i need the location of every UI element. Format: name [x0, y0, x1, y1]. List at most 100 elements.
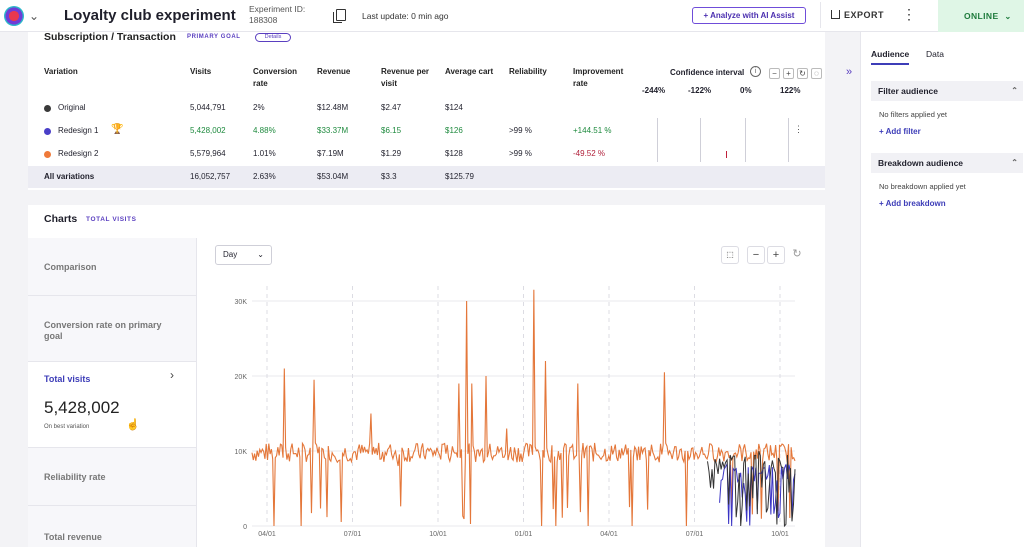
export-button[interactable]: EXPORT	[820, 2, 896, 28]
col-conversion[interactable]: Conversion rate	[253, 67, 298, 88]
col-revenue[interactable]: Revenue	[317, 67, 351, 76]
ci-tick: 0%	[740, 86, 752, 95]
conversion-cell: 2.63%	[253, 172, 276, 181]
y-tick-label: 20K	[235, 374, 248, 381]
zoom-out-icon[interactable]: −	[747, 246, 765, 264]
rpv-cell: $1.29	[381, 149, 402, 158]
improvement-cell: -49.52 %	[573, 149, 606, 158]
metric-list: Comparison Conversion rate on primary go…	[28, 238, 196, 547]
export-icon	[831, 10, 840, 19]
zoom-out-icon[interactable]: −	[769, 68, 780, 79]
zoom-in-icon[interactable]: +	[767, 246, 785, 264]
y-tick-label: 0	[243, 524, 247, 531]
conversion-cell: 2%	[253, 103, 265, 112]
metric-comparison[interactable]: Comparison	[28, 238, 196, 296]
add-filter-link[interactable]: + Add filter	[879, 127, 921, 136]
x-tick-label: 01/01	[515, 531, 533, 538]
metric-value: 5,428,002	[44, 398, 120, 417]
visits-cell: 5,579,964	[190, 149, 226, 158]
primary-goal-tag: PRIMARY GOAL	[187, 34, 241, 40]
cart-cell: $125.79	[445, 172, 474, 181]
reset-icon[interactable]: ↻	[797, 68, 808, 79]
col-average-cart[interactable]: Average cart	[445, 67, 494, 76]
x-tick-label: 10/01	[429, 531, 447, 538]
revenue-cell: $33.37M	[317, 126, 349, 135]
page-title: Loyalty club experiment	[64, 7, 236, 24]
app-logo-icon[interactable]	[4, 6, 24, 26]
cart-cell: $124	[445, 103, 463, 112]
details-pill[interactable]: Details	[255, 33, 291, 42]
series-line-redesign-2	[251, 289, 796, 527]
granularity-select[interactable]: Day ⌄	[215, 245, 272, 265]
variation-name: Redesign 2	[58, 149, 99, 158]
col-confidence-interval: Confidence interval	[670, 68, 745, 77]
zoom-in-icon[interactable]: +	[783, 68, 794, 79]
status-dropdown[interactable]: ONLINE ⌄	[938, 0, 1024, 32]
trophy-icon: 🏆	[111, 124, 124, 135]
tab-data[interactable]: Data	[926, 49, 944, 59]
export-label: EXPORT	[844, 10, 885, 20]
ci-gridline	[788, 118, 789, 162]
conversion-cell: 4.88%	[253, 126, 276, 135]
col-revenue-per-visit[interactable]: Revenue per visit	[381, 67, 430, 88]
chart-area: Day ⌄ ⬚ − + ↻ 0 10K 20K 30K 04/01 07/01 10/01 01…	[196, 238, 825, 547]
audience-panel: Audience Data Filter audience ⌃ No filter…	[860, 32, 1024, 547]
analyze-ai-button[interactable]: + Analyze with AI Assist	[692, 7, 806, 24]
metric-total-revenue[interactable]: Total revenue	[28, 506, 196, 547]
table-row-original[interactable]: Original 5,044,791 2% $12.48M $2.47 $124	[28, 97, 825, 119]
ci-tick: -244%	[642, 86, 666, 95]
settings-icon[interactable]: ◌	[811, 68, 822, 79]
x-tick-label: 07/01	[686, 531, 704, 538]
chevron-up-icon: ⌃	[1011, 86, 1018, 95]
col-improvement[interactable]: Improvement rate	[573, 67, 624, 88]
copy-icon[interactable]	[333, 9, 346, 23]
ci-gridline	[657, 118, 658, 162]
revenue-cell: $53.04M	[317, 172, 349, 181]
x-tick-label: 04/01	[258, 531, 276, 538]
variation-color-dot	[44, 128, 51, 135]
filter-empty-text: No filters applied yet	[879, 110, 947, 119]
row-menu-icon[interactable]: ⋮	[794, 124, 803, 134]
metric-conversion-rate[interactable]: Conversion rate on primary goal	[28, 296, 196, 362]
ci-gridline	[700, 118, 701, 162]
visits-cell: 5,428,002	[190, 126, 226, 135]
table-row-redesign-2[interactable]: Redesign 2 5,579,964 1.01% $7.19M $1.29 …	[28, 143, 825, 165]
collapse-panel-icon[interactable]: »	[845, 66, 853, 78]
revenue-cell: $7.19M	[317, 149, 344, 158]
filter-audience-header[interactable]: Filter audience ⌃	[871, 81, 1023, 101]
granularity-value: Day	[223, 250, 238, 259]
more-menu-icon[interactable]: ⋮	[902, 6, 916, 22]
variation-color-dot	[44, 105, 51, 112]
chevron-down-icon[interactable]: ⌄	[29, 9, 40, 23]
revenue-cell: $12.48M	[317, 103, 349, 112]
metric-label: Total visits	[44, 374, 91, 384]
y-tick-label: 10K	[235, 449, 248, 456]
charts-section: Charts TOTAL VISITS Comparison Conversio…	[28, 205, 825, 547]
table-row-redesign-1[interactable]: Redesign 1 🏆 5,428,002 4.88% $33.37M $6.…	[28, 120, 825, 142]
results-table: Subscription / Transaction PRIMARY GOAL …	[28, 31, 825, 190]
metric-total-visits[interactable]: Total visits › 5,428,002 On best variati…	[28, 362, 196, 448]
visits-line-chart[interactable]: 0 10K 20K 30K 04/01 07/01 10/01 01/01 04/01 07/01…	[197, 278, 826, 547]
tab-audience[interactable]: Audience	[871, 49, 910, 65]
ci-marker	[726, 151, 727, 158]
breakdown-audience-header[interactable]: Breakdown audience ⌃	[871, 153, 1023, 173]
variation-name: All variations	[44, 172, 95, 181]
filter-audience-title: Filter audience	[878, 86, 938, 96]
rpv-cell: $6.15	[381, 126, 402, 135]
chevron-right-icon: ›	[170, 368, 174, 382]
pointer-cursor-icon: ☝	[126, 419, 140, 431]
chevron-down-icon: ⌄	[1004, 12, 1012, 21]
y-tick-label: 30K	[235, 299, 248, 306]
col-visits[interactable]: Visits	[190, 67, 212, 76]
ci-tick: -122%	[688, 86, 712, 95]
select-tool-icon[interactable]: ⬚	[721, 246, 739, 264]
rpv-cell: $3.3	[381, 172, 397, 181]
info-icon[interactable]: i	[750, 66, 761, 77]
col-reliability[interactable]: Reliability	[509, 67, 547, 76]
reset-zoom-icon[interactable]: ↻	[788, 246, 806, 264]
metric-reliability-rate[interactable]: Reliability rate	[28, 448, 196, 506]
breakdown-empty-text: No breakdown applied yet	[879, 182, 966, 191]
add-breakdown-link[interactable]: + Add breakdown	[879, 199, 946, 208]
variation-name: Original	[58, 103, 86, 112]
status-label: ONLINE	[964, 11, 999, 21]
